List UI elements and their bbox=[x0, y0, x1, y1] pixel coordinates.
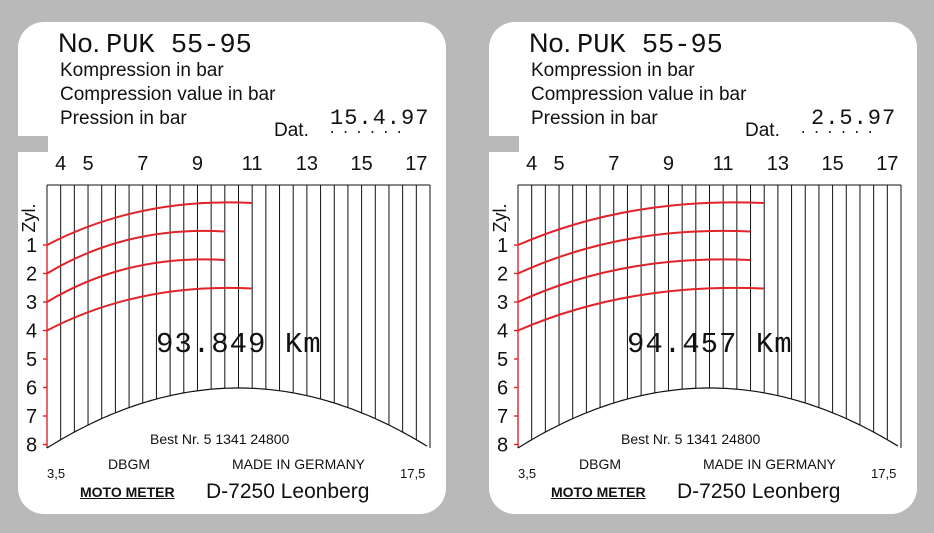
odometer-reading: 93.849 Km bbox=[156, 328, 322, 361]
card-title: No. PUK 55-95 bbox=[529, 28, 723, 61]
scale-label: 13 bbox=[767, 153, 789, 175]
date-dots: ...... bbox=[799, 122, 880, 138]
cylinder-number: 4 bbox=[497, 321, 508, 343]
cylinder-number: 1 bbox=[497, 235, 508, 257]
date-value: 15.4.97 bbox=[330, 106, 430, 131]
cylinder-number: 3 bbox=[497, 292, 508, 314]
date-value: 2.5.97 bbox=[811, 106, 897, 131]
compression-card-left: No. PUK 55-95 Kompression in bar Compress… bbox=[18, 22, 446, 514]
cylinder-number: 7 bbox=[497, 406, 508, 428]
compression-trace bbox=[517, 201, 765, 246]
date-dots: ...... bbox=[328, 122, 409, 138]
manufacturer-address: D-7250 Leonberg bbox=[206, 480, 370, 503]
scale-label: 13 bbox=[296, 153, 318, 175]
bottom-arc bbox=[517, 387, 899, 449]
cylinder-axis-label: Zyl. bbox=[19, 204, 39, 233]
card-notch bbox=[18, 136, 48, 152]
label-compression: Compression value in bar bbox=[60, 84, 276, 105]
card-notch bbox=[489, 136, 519, 152]
scale-label: 9 bbox=[192, 153, 203, 175]
compression-trace bbox=[46, 258, 225, 303]
scale-label: 4 bbox=[526, 153, 537, 175]
brand-logo: MOTO METER bbox=[551, 484, 646, 500]
scale-max-label: 17,5 bbox=[871, 466, 897, 481]
cylinder-axis-label: Zyl. bbox=[490, 204, 510, 233]
scale-label: 7 bbox=[608, 153, 619, 175]
title-code: PUK 55-95 bbox=[106, 31, 252, 61]
cylinder-number: 8 bbox=[497, 435, 508, 457]
scale-max-label: 17,5 bbox=[400, 466, 426, 481]
dbgm-mark: DBGM bbox=[108, 456, 150, 472]
title-no: No. bbox=[58, 28, 101, 58]
scale-label: 5 bbox=[82, 153, 93, 175]
label-kompression: Kompression in bar bbox=[60, 60, 224, 81]
cylinder-number: 1 bbox=[26, 235, 37, 257]
label-compression: Compression value in bar bbox=[531, 84, 747, 105]
cylinder-number: 5 bbox=[26, 349, 37, 371]
cylinder-number: 4 bbox=[26, 321, 37, 343]
made-in-germany: MADE IN GERMANY bbox=[703, 456, 837, 472]
cylinder-number: 3 bbox=[26, 292, 37, 314]
manufacturer-address: D-7250 Leonberg bbox=[677, 480, 841, 503]
label-pression: Pression in bar bbox=[531, 108, 658, 129]
date-label: Dat. bbox=[745, 120, 780, 141]
order-number: Best Nr. 5 1341 24800 bbox=[150, 431, 290, 447]
compression-trace bbox=[517, 229, 751, 275]
scale-label: 11 bbox=[242, 153, 263, 175]
scale-label: 15 bbox=[350, 153, 372, 175]
cylinder-number: 8 bbox=[26, 435, 37, 457]
cylinder-number: 6 bbox=[26, 378, 37, 400]
cylinder-number: 7 bbox=[26, 406, 37, 428]
title-code: PUK 55-95 bbox=[577, 31, 723, 61]
compression-trace bbox=[517, 286, 765, 332]
scale-label: 7 bbox=[137, 153, 148, 175]
cylinder-number: 2 bbox=[26, 264, 37, 286]
scale-min-label: 3,5 bbox=[518, 466, 537, 481]
scale-label: 15 bbox=[821, 153, 843, 175]
label-kompression: Kompression in bar bbox=[531, 60, 695, 81]
compression-trace bbox=[46, 229, 225, 275]
cylinder-number: 5 bbox=[497, 349, 508, 371]
scale-min-label: 3,5 bbox=[47, 466, 66, 481]
scale-label: 17 bbox=[876, 153, 898, 175]
odometer-reading: 94.457 Km bbox=[627, 328, 793, 361]
compression-trace bbox=[46, 201, 253, 246]
made-in-germany: MADE IN GERMANY bbox=[232, 456, 366, 472]
bottom-arc bbox=[46, 387, 428, 449]
brand-logo: MOTO METER bbox=[80, 484, 175, 500]
scale-label: 4 bbox=[55, 153, 66, 175]
cylinder-number: 2 bbox=[497, 264, 508, 286]
order-number: Best Nr. 5 1341 24800 bbox=[621, 431, 761, 447]
scale-label: 17 bbox=[405, 153, 427, 175]
compression-trace bbox=[517, 258, 751, 303]
compression-trace bbox=[46, 286, 253, 332]
scale-label: 11 bbox=[713, 153, 734, 175]
title-no: No. bbox=[529, 28, 572, 58]
date-label: Dat. bbox=[274, 120, 309, 141]
scale-label: 5 bbox=[553, 153, 564, 175]
cylinder-number: 6 bbox=[497, 378, 508, 400]
scale-label: 9 bbox=[663, 153, 674, 175]
card-title: No. PUK 55-95 bbox=[58, 28, 252, 61]
compression-card-right: No. PUK 55-95 Kompression in bar Compress… bbox=[489, 22, 917, 514]
label-pression: Pression in bar bbox=[60, 108, 187, 129]
dbgm-mark: DBGM bbox=[579, 456, 621, 472]
